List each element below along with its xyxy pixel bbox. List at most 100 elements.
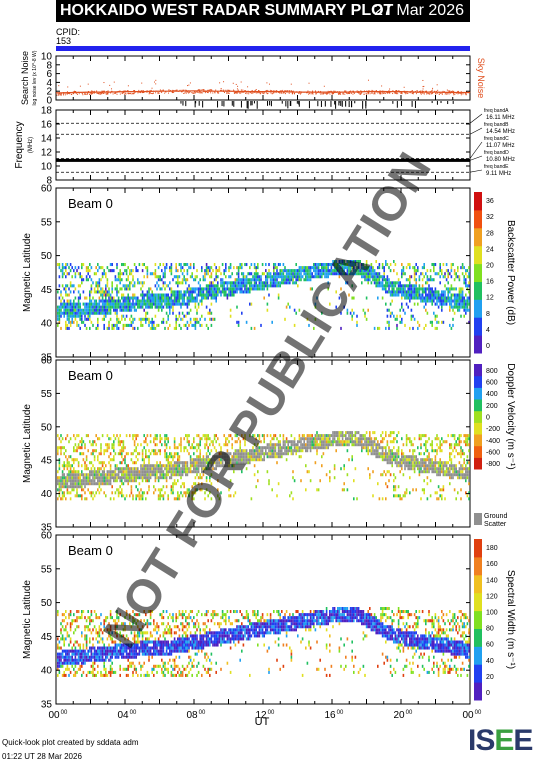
echo-cell bbox=[306, 317, 309, 321]
echo-cell bbox=[452, 299, 454, 303]
echo-cell bbox=[57, 470, 59, 474]
echo-cell bbox=[212, 269, 214, 273]
echo-cell bbox=[191, 299, 193, 303]
echo-cell bbox=[177, 284, 179, 288]
echo-cell bbox=[378, 266, 381, 270]
echo-cell bbox=[221, 284, 224, 288]
echo-cell bbox=[452, 287, 454, 291]
echo-cell bbox=[229, 275, 232, 279]
echo-cell bbox=[265, 263, 267, 267]
echo-cell bbox=[117, 491, 120, 495]
noise-point bbox=[106, 93, 108, 95]
noise-point bbox=[312, 93, 314, 95]
echo-cell bbox=[204, 269, 206, 273]
echo-cell bbox=[210, 293, 213, 297]
noise-point bbox=[270, 92, 272, 94]
echo-cell bbox=[66, 293, 69, 297]
echo-cell bbox=[239, 287, 241, 291]
echo-cell bbox=[84, 314, 86, 318]
echo-cell bbox=[226, 461, 229, 465]
echo-cell bbox=[367, 272, 369, 276]
noise-point bbox=[361, 92, 363, 94]
echo-cell bbox=[130, 281, 133, 285]
echo-cell bbox=[111, 473, 113, 477]
echo-cell bbox=[103, 269, 105, 273]
echo-cell bbox=[149, 470, 152, 474]
echo-cell bbox=[121, 278, 123, 282]
echo-cell bbox=[209, 287, 211, 291]
echo-cell bbox=[148, 302, 150, 306]
echo-cell bbox=[305, 266, 307, 270]
echo-cell bbox=[367, 467, 369, 471]
echo-cell bbox=[311, 275, 313, 279]
echo-cell bbox=[410, 293, 413, 297]
echo-cell bbox=[257, 452, 259, 456]
echo-cell bbox=[58, 485, 61, 489]
echo-cell bbox=[170, 305, 173, 309]
echo-cell bbox=[101, 473, 104, 477]
echo-cell bbox=[196, 287, 198, 291]
echo-cell bbox=[98, 476, 101, 480]
echo-cell bbox=[177, 479, 179, 483]
noise-point bbox=[348, 92, 350, 94]
echo-cell bbox=[245, 320, 248, 324]
echo-cell bbox=[338, 266, 341, 270]
echo-cell bbox=[146, 455, 149, 459]
echo-cell bbox=[193, 467, 195, 471]
echo-cell bbox=[132, 326, 134, 330]
echo-cell bbox=[452, 293, 454, 297]
echo-cell bbox=[409, 290, 411, 294]
noise-point bbox=[450, 92, 452, 94]
echo-cell bbox=[191, 446, 193, 450]
echo-cell bbox=[415, 284, 417, 288]
echo-cell bbox=[169, 287, 171, 291]
echo-cell bbox=[95, 473, 97, 477]
echo-cell bbox=[95, 302, 97, 306]
noise-point bbox=[223, 81, 225, 83]
echo-cell bbox=[466, 269, 469, 273]
echo-cell bbox=[292, 449, 294, 453]
echo-cell bbox=[181, 482, 184, 486]
echo-cell bbox=[169, 305, 171, 309]
echo-cell bbox=[95, 470, 97, 474]
echo-cell bbox=[191, 323, 193, 327]
echo-cell bbox=[258, 452, 261, 456]
echo-cell bbox=[77, 308, 80, 312]
echo-cell bbox=[185, 263, 187, 267]
echo-cell bbox=[369, 278, 371, 282]
echo-cell bbox=[122, 314, 125, 318]
echo-cell bbox=[313, 446, 315, 450]
noise-point bbox=[225, 89, 227, 91]
echo-cell bbox=[90, 302, 93, 306]
echo-cell bbox=[77, 434, 80, 438]
scan-flag bbox=[269, 101, 271, 106]
echo-cell bbox=[148, 299, 150, 303]
echo-cell bbox=[121, 482, 123, 486]
echo-cell bbox=[453, 293, 456, 297]
echo-cell bbox=[295, 446, 297, 450]
echo-cell bbox=[65, 482, 67, 486]
echo-cell bbox=[101, 470, 104, 474]
echo-cell bbox=[213, 458, 216, 462]
echo-cell bbox=[61, 275, 64, 279]
echo-cell bbox=[391, 290, 393, 294]
scan-flag bbox=[233, 101, 235, 107]
echo-cell bbox=[119, 269, 121, 273]
echo-cell bbox=[145, 314, 147, 318]
echo-cell bbox=[188, 470, 190, 474]
echo-cell bbox=[375, 272, 377, 276]
echo-cell bbox=[57, 449, 59, 453]
echo-cell bbox=[266, 272, 269, 276]
echo-cell bbox=[418, 293, 421, 297]
echo-cell bbox=[450, 302, 453, 306]
echo-cell bbox=[133, 434, 136, 438]
echo-cell bbox=[445, 299, 448, 303]
echo-cell bbox=[354, 434, 357, 438]
echo-cell bbox=[209, 443, 211, 447]
echo-cell bbox=[77, 443, 80, 447]
noise-point bbox=[188, 92, 190, 94]
echo-cell bbox=[276, 269, 278, 273]
echo-cell bbox=[73, 308, 75, 312]
echo-cell bbox=[439, 299, 441, 303]
echo-cell bbox=[253, 464, 256, 468]
